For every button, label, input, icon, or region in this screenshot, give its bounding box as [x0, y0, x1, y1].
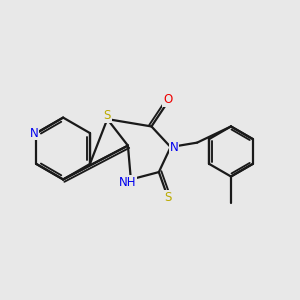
Text: NH: NH: [118, 176, 136, 189]
Text: N: N: [30, 127, 38, 140]
Text: S: S: [103, 109, 111, 122]
Text: S: S: [164, 190, 171, 204]
Text: O: O: [163, 93, 172, 106]
Text: N: N: [170, 141, 178, 154]
